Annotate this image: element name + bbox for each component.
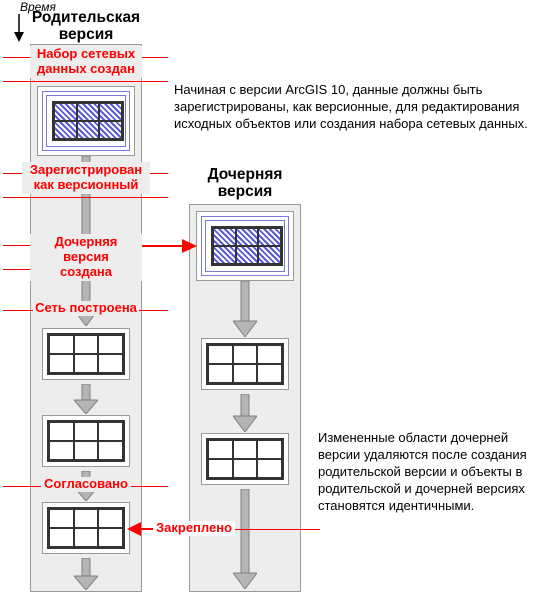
parent-data-box-3 (42, 415, 130, 467)
arrow-down-icon (74, 558, 98, 590)
label-network-built: Сеть построена (33, 301, 139, 316)
child-heading: Дочерняя версия (189, 166, 301, 200)
arrow-down-icon (233, 281, 257, 337)
parent-heading: Родительская версия (30, 9, 142, 43)
parent-data-box-4 (42, 502, 130, 554)
rule-line (3, 245, 30, 246)
label-child-created: Дочерняя версия создана (30, 234, 142, 281)
arrow-down-icon (233, 489, 257, 589)
arrow-right-red-icon (142, 236, 197, 256)
arrow-down-icon (233, 394, 257, 432)
time-arrow-icon (12, 14, 26, 42)
label-posted: Закреплено (153, 521, 235, 536)
rule-line (3, 197, 168, 198)
child-data-box-2 (201, 338, 289, 390)
arrow-left-red-icon (127, 520, 153, 538)
child-data-box-3 (201, 433, 289, 485)
rule-line (235, 529, 320, 530)
label-registered-versioned: Зарегистрирован как версионный (22, 162, 150, 194)
child-data-box-1 (196, 211, 294, 281)
rule-line (3, 81, 168, 82)
label-reconciled: Согласовано (41, 477, 131, 492)
rule-line (3, 269, 30, 270)
paragraph-bottom: Измененные области дочерней версии удаля… (318, 430, 553, 514)
label-network-created: Набор сетевых данных создан (30, 46, 142, 78)
parent-data-box-1 (37, 86, 135, 156)
paragraph-top: Начиная с версии ArcGIS 10, данные должн… (174, 82, 544, 133)
arrow-down-icon (74, 384, 98, 414)
parent-data-box-2 (42, 328, 130, 380)
